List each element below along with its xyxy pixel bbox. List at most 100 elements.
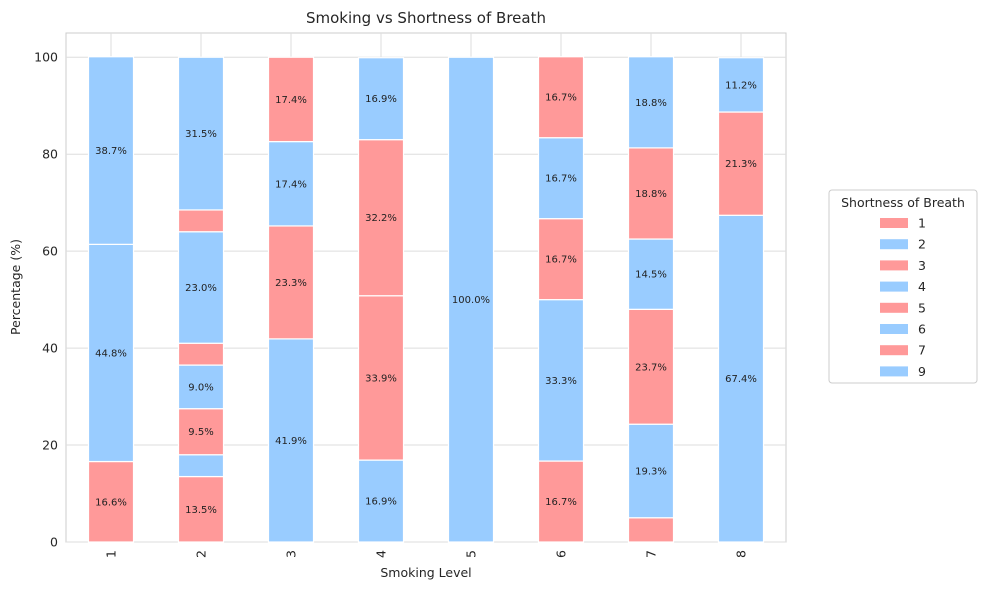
segment-data-label: 16.6%: [95, 497, 127, 508]
segment-data-label: 23.3%: [275, 278, 307, 289]
x-tick-label: 1: [104, 550, 119, 558]
y-tick-label: 80: [42, 147, 58, 162]
segment-data-label: 17.4%: [275, 95, 307, 106]
bar-segment: [177, 209, 225, 233]
legend-entry-label: 2: [918, 237, 926, 252]
bar-segment: [447, 56, 495, 543]
bar-segment: [177, 364, 225, 410]
segment-data-label: 33.9%: [365, 373, 397, 384]
bar-segment: [267, 338, 315, 543]
bar-segment: [627, 517, 675, 543]
segment-data-label: 31.5%: [185, 129, 217, 140]
bar-segment: [87, 243, 135, 463]
bar-segment: [627, 238, 675, 310]
segment-data-label: 13.5%: [185, 505, 217, 516]
segment-data-label: 32.2%: [365, 213, 397, 224]
bar-segment: [717, 111, 765, 216]
legend-entry-label: 1: [918, 216, 926, 231]
x-tick-label: 2: [194, 550, 209, 558]
x-tick-label: 5: [464, 550, 479, 558]
bar-segment: [177, 56, 225, 211]
segment-data-label: 23.7%: [635, 362, 667, 373]
segment-data-label: 18.8%: [635, 189, 667, 200]
legend-entry-label: 7: [918, 343, 926, 358]
segment-data-label: 19.3%: [635, 466, 667, 477]
legend-swatch: [880, 218, 908, 228]
y-tick-label: 60: [42, 244, 58, 259]
plot-area: 0 20 40 60 80 100 1 2 3 4 5 6 7 8 16.6% 44.8% 38.7% 13.5%…: [34, 32, 787, 558]
bar-segment: [87, 460, 135, 543]
segment-data-label: 44.8%: [95, 348, 127, 359]
segment-data-label: 21.3%: [725, 159, 757, 170]
segment-data-label: 23.0%: [185, 283, 217, 294]
legend: Shortness of Breath 1 2 3 4 5 6 7 9: [828, 189, 978, 384]
x-tick-label: 4: [374, 550, 389, 558]
segment-data-label: 33.3%: [545, 376, 577, 387]
legend-swatch: [880, 260, 908, 271]
legend-entry-label: 4: [918, 279, 926, 294]
bar-segment: [717, 214, 765, 543]
x-tick-label: 6: [554, 550, 569, 558]
bar-segment: [177, 231, 225, 344]
x-tick-label: 8: [734, 550, 749, 558]
bar-segment: [537, 460, 585, 543]
x-axis-label: Smoking Level: [380, 565, 471, 580]
bar-segment: [627, 423, 675, 519]
bar-segment: [627, 147, 675, 240]
bar-segment: [87, 56, 135, 245]
chart-title: Smoking vs Shortness of Breath: [306, 9, 546, 27]
segment-data-label: 9.0%: [188, 382, 213, 393]
bar-segment: [357, 57, 405, 141]
segment-data-label: 16.7%: [545, 93, 577, 104]
segment-data-label: 14.5%: [635, 270, 667, 281]
segment-data-label: 16.7%: [545, 255, 577, 266]
segment-data-label: 11.2%: [725, 80, 757, 91]
x-tick-label: 7: [644, 550, 659, 558]
bar-segment: [177, 475, 225, 543]
bar-segment: [537, 218, 585, 301]
segment-data-label: 38.7%: [95, 146, 127, 157]
plot-frame: [65, 32, 787, 543]
bar-segment: [267, 140, 315, 227]
bar-segment: [267, 225, 315, 340]
bar-segment: [267, 56, 315, 143]
bar-segment: [717, 57, 765, 113]
bar-segment: [357, 459, 405, 543]
y-tick-label: 20: [42, 438, 58, 453]
legend-entry-label: 3: [918, 258, 926, 273]
segment-data-label: 100.0%: [452, 295, 490, 306]
y-axis-label: Percentage (%): [8, 239, 23, 335]
segment-data-label: 16.9%: [365, 497, 397, 508]
segment-data-label: 9.5%: [188, 427, 213, 438]
legend-entry-label: 6: [918, 322, 926, 337]
x-tick-label: 3: [284, 550, 299, 558]
legend-swatch: [880, 281, 908, 292]
y-tick-label: 100: [34, 50, 58, 65]
y-tick-label: 0: [50, 535, 58, 550]
bar-segment: [177, 408, 225, 456]
legend-swatch: [880, 324, 908, 334]
legend-swatch: [880, 345, 908, 356]
segment-data-label: 41.9%: [275, 436, 307, 447]
bar-segment: [177, 342, 225, 366]
segment-data-label: 16.9%: [365, 94, 397, 105]
legend-entry-label: 9: [918, 364, 926, 379]
segment-data-label: 17.4%: [275, 179, 307, 190]
legend-swatch: [880, 302, 908, 313]
bar-segment: [537, 299, 585, 462]
legend-swatch: [880, 366, 908, 377]
legend-title: Shortness of Breath: [841, 195, 965, 210]
bar-segment: [537, 56, 585, 139]
bar-segment: [627, 56, 675, 149]
bar-segment: [357, 295, 405, 461]
bar-segment: [177, 454, 225, 478]
bar-segment: [627, 308, 675, 425]
legend-swatch: [880, 239, 908, 250]
segment-data-label: 67.4%: [725, 374, 757, 385]
legend-entry-label: 5: [918, 300, 926, 315]
segment-data-label: 16.7%: [545, 497, 577, 508]
segment-data-label: 16.7%: [545, 174, 577, 185]
y-tick-label: 40: [42, 341, 58, 356]
segment-data-label: 18.8%: [635, 98, 667, 109]
